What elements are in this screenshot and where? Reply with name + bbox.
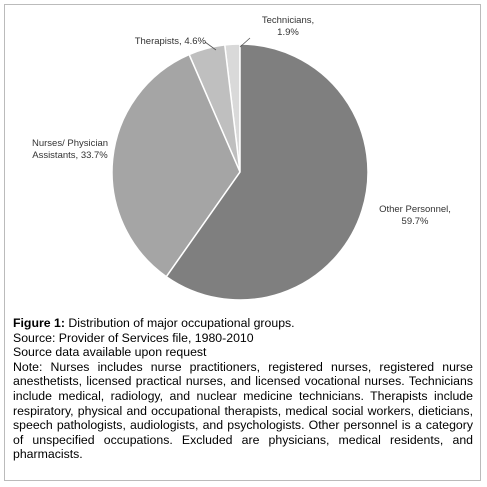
category-label: Nurses/ Physician Assistants, <box>31 138 109 161</box>
value-label: 4.6% <box>184 36 206 47</box>
slice-label: Therapists, 4.6% <box>96 36 206 48</box>
caption-title: Distribution of major occupational group… <box>68 316 295 330</box>
figure-frame <box>4 4 481 481</box>
chart <box>111 37 369 301</box>
caption-note: Note: Nurses includes nurse practitioner… <box>13 359 473 462</box>
category-label: Therapists, <box>134 36 182 47</box>
slice-label: Other Personnel, 59.7% <box>360 204 470 228</box>
pie-slice <box>111 53 241 278</box>
caption: Figure 1: Distribution of major occupati… <box>13 316 473 462</box>
figure-label: Figure 1: <box>13 316 65 330</box>
leader-line <box>239 37 251 48</box>
value-label: 1.9% <box>277 27 299 38</box>
pie-slice <box>165 43 369 301</box>
caption-note: Source: Provider of Services file, 1980-… <box>13 330 254 345</box>
category-label: Other Personnel, <box>379 204 451 215</box>
leader-line <box>204 41 217 51</box>
slice-label: Nurses/ Physician Assistants, 33.7% <box>24 138 116 162</box>
value-label: 33.7% <box>80 150 108 161</box>
slice-label: Technicians, 1.9% <box>248 15 328 39</box>
value-label: 59.7% <box>401 216 429 227</box>
caption-note: Source data available upon request <box>13 345 207 360</box>
category-label: Technicians, <box>261 15 315 26</box>
